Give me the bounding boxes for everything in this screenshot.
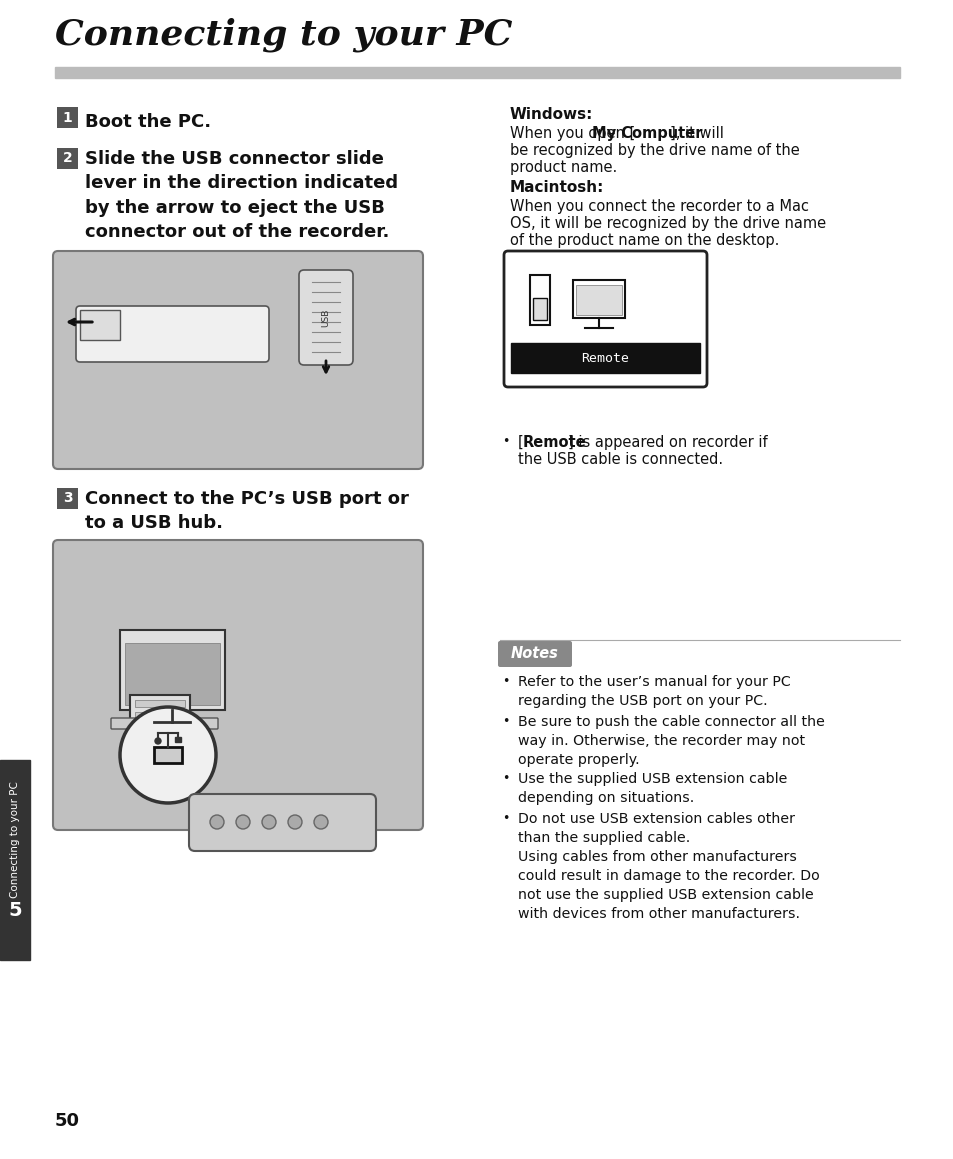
Text: 50: 50 bbox=[55, 1111, 80, 1130]
Text: 5: 5 bbox=[9, 901, 22, 919]
Text: 1: 1 bbox=[63, 110, 72, 124]
Text: Notes: Notes bbox=[511, 647, 558, 662]
Text: 2: 2 bbox=[63, 152, 72, 166]
FancyBboxPatch shape bbox=[57, 488, 78, 509]
Text: ], it will: ], it will bbox=[669, 126, 723, 141]
Text: Connect to the PC’s USB port or
to a USB hub.: Connect to the PC’s USB port or to a USB… bbox=[85, 490, 409, 532]
Text: Do not use USB extension cables other
than the supplied cable.
Using cables from: Do not use USB extension cables other th… bbox=[517, 812, 819, 920]
FancyBboxPatch shape bbox=[53, 540, 422, 830]
Text: product name.: product name. bbox=[510, 160, 617, 175]
Bar bbox=[153, 748, 182, 763]
Text: When you connect the recorder to a Mac: When you connect the recorder to a Mac bbox=[510, 199, 808, 214]
Bar bbox=[511, 343, 700, 373]
Bar bbox=[55, 67, 899, 78]
Text: •: • bbox=[501, 435, 509, 449]
FancyBboxPatch shape bbox=[298, 270, 353, 365]
Text: USB: USB bbox=[321, 308, 330, 327]
Bar bbox=[80, 309, 120, 340]
Circle shape bbox=[154, 738, 161, 744]
Text: Refer to the user’s manual for your PC
regarding the USB port on your PC.: Refer to the user’s manual for your PC r… bbox=[517, 675, 790, 708]
Text: the USB cable is connected.: the USB cable is connected. bbox=[517, 452, 722, 467]
Circle shape bbox=[262, 815, 275, 829]
FancyBboxPatch shape bbox=[111, 717, 218, 729]
Text: My Computer: My Computer bbox=[592, 126, 701, 141]
Text: Use the supplied USB extension cable
depending on situations.: Use the supplied USB extension cable dep… bbox=[517, 772, 786, 806]
FancyBboxPatch shape bbox=[53, 252, 422, 469]
FancyBboxPatch shape bbox=[497, 641, 572, 666]
Bar bbox=[530, 275, 550, 325]
Text: Macintosh:: Macintosh: bbox=[510, 180, 604, 195]
Text: When you open [: When you open [ bbox=[510, 126, 635, 141]
Bar bbox=[135, 736, 185, 743]
Circle shape bbox=[235, 815, 250, 829]
Text: Connecting to your PC: Connecting to your PC bbox=[10, 781, 20, 898]
Circle shape bbox=[314, 815, 328, 829]
Text: be recognized by the drive name of the: be recognized by the drive name of the bbox=[510, 143, 799, 158]
Text: •: • bbox=[501, 812, 509, 825]
FancyBboxPatch shape bbox=[57, 148, 78, 169]
Text: •: • bbox=[501, 715, 509, 728]
Text: Be sure to push the cable connector all the
way in. Otherwise, the recorder may : Be sure to push the cable connector all … bbox=[517, 715, 824, 767]
Bar bbox=[135, 712, 185, 719]
Circle shape bbox=[210, 815, 224, 829]
FancyBboxPatch shape bbox=[76, 306, 269, 362]
Bar bbox=[174, 737, 181, 742]
Bar bbox=[130, 695, 190, 755]
Text: Remote: Remote bbox=[522, 435, 586, 450]
Text: Boot the PC.: Boot the PC. bbox=[85, 112, 211, 131]
Text: Slide the USB connector slide
lever in the direction indicated
by the arrow to e: Slide the USB connector slide lever in t… bbox=[85, 150, 397, 241]
Text: of the product name on the desktop.: of the product name on the desktop. bbox=[510, 233, 779, 248]
Text: OS, it will be recognized by the drive name: OS, it will be recognized by the drive n… bbox=[510, 216, 825, 231]
Bar bbox=[576, 285, 621, 315]
Bar bbox=[135, 700, 185, 707]
Circle shape bbox=[288, 815, 302, 829]
Bar bbox=[120, 630, 225, 710]
Text: ] is appeared on recorder if: ] is appeared on recorder if bbox=[567, 435, 767, 450]
FancyBboxPatch shape bbox=[57, 107, 78, 127]
FancyBboxPatch shape bbox=[189, 794, 375, 851]
FancyBboxPatch shape bbox=[503, 252, 706, 387]
Circle shape bbox=[120, 707, 215, 803]
Bar bbox=[135, 724, 185, 731]
Bar bbox=[573, 280, 624, 318]
Bar bbox=[533, 298, 546, 320]
Text: Connecting to your PC: Connecting to your PC bbox=[55, 17, 512, 52]
Text: Remote: Remote bbox=[581, 351, 629, 364]
Bar bbox=[125, 643, 220, 705]
Text: [: [ bbox=[517, 435, 523, 450]
Text: •: • bbox=[501, 675, 509, 688]
Text: 3: 3 bbox=[63, 491, 72, 505]
Text: •: • bbox=[501, 772, 509, 785]
Text: Windows:: Windows: bbox=[510, 107, 593, 122]
Bar bbox=[0, 760, 30, 960]
